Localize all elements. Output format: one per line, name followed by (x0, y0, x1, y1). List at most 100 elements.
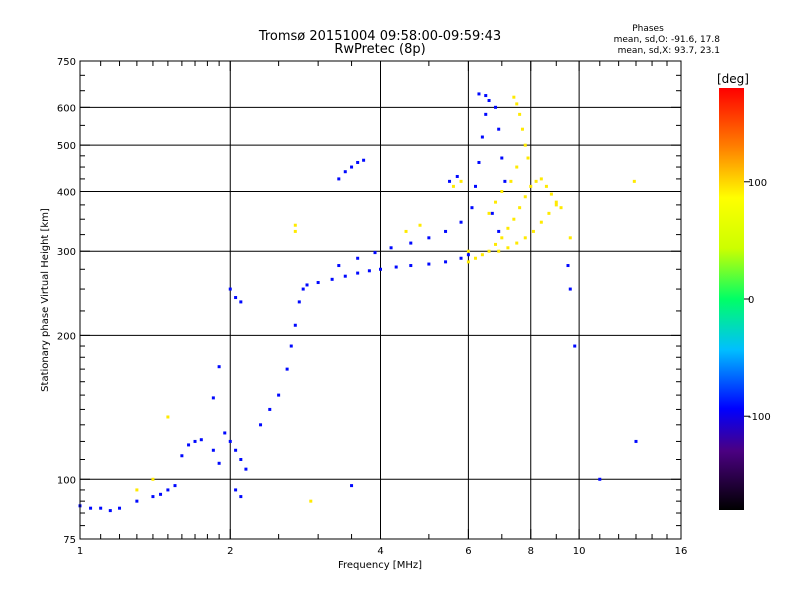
data-point-o (297, 300, 301, 304)
data-point-o (239, 457, 243, 461)
data-point-x (534, 179, 538, 183)
colorbar-ticks: 100 0 -100 (744, 178, 771, 423)
data-point-x (526, 156, 530, 160)
data-point-o (89, 506, 93, 510)
data-point-x (451, 184, 455, 188)
data-point-o (234, 296, 238, 300)
y-tick-label: 750 (57, 57, 76, 68)
data-point-o (151, 495, 155, 499)
data-point-o (566, 264, 570, 268)
data-point-x (518, 206, 522, 210)
data-point-o (455, 174, 459, 178)
colorbar (719, 88, 744, 510)
data-point-o (477, 160, 481, 164)
data-point-o (217, 365, 221, 369)
data-point-x (515, 165, 519, 169)
data-point-o (473, 184, 477, 188)
data-point-o (379, 267, 382, 271)
data-point-o (343, 170, 347, 174)
data-point-x (418, 223, 422, 227)
data-point-o (244, 467, 248, 471)
data-point-o (118, 506, 122, 510)
data-point-o (497, 229, 501, 233)
chart-subtitle: RwPretec (8p) (334, 42, 425, 57)
data-point-o (228, 287, 232, 291)
data-point-o (350, 165, 354, 169)
x-tick-label: 1 (77, 546, 83, 557)
data-point-o (239, 495, 243, 499)
data-point-x (494, 242, 498, 246)
data-point-x (480, 253, 484, 257)
y-axis-label: Stationary phase Virtual Height [km] (40, 208, 51, 392)
data-point-o (234, 488, 238, 492)
data-point-o (239, 300, 243, 304)
data-point-x (309, 499, 313, 503)
data-point-o (211, 448, 215, 452)
stats-o-line: mean, sd,O: -91.6, 17.8 (614, 35, 721, 45)
data-point-o (503, 179, 507, 183)
data-point-o (427, 262, 431, 266)
data-point-o (500, 156, 504, 160)
data-point-x (568, 236, 572, 240)
data-point-x (544, 184, 548, 188)
data-point-o (477, 92, 481, 96)
data-point-o (217, 461, 221, 465)
data-point-o (444, 229, 448, 233)
data-point-o (362, 158, 366, 162)
data-point-x (509, 179, 513, 183)
data-point-o (285, 367, 289, 371)
data-point-o (389, 246, 393, 250)
data-point-o (409, 264, 413, 268)
data-point-o (289, 344, 293, 348)
data-point-o (484, 94, 488, 98)
data-point-o (459, 256, 463, 260)
data-point-o (234, 448, 238, 452)
data-point-o (337, 264, 341, 268)
data-point-x (466, 260, 470, 264)
data-points (78, 92, 638, 513)
data-point-x (512, 217, 516, 221)
data-point-o (598, 477, 602, 481)
data-point-o (487, 99, 491, 103)
data-point-o (427, 236, 431, 240)
data-point-o (350, 484, 354, 488)
data-point-o (268, 407, 272, 411)
data-point-x (500, 236, 504, 240)
data-point-o (356, 160, 360, 164)
data-point-o (199, 438, 203, 442)
stats-title: Phases (632, 24, 664, 34)
data-point-o (277, 393, 281, 397)
data-point-o (337, 177, 341, 181)
data-point-o (497, 127, 501, 131)
data-point-x (151, 477, 155, 481)
y-tick-label: 200 (57, 331, 76, 342)
data-point-x (523, 236, 527, 240)
y-tick-label: 300 (57, 247, 76, 258)
data-point-x (293, 229, 297, 233)
data-point-x (512, 95, 516, 99)
data-point-o (293, 323, 297, 327)
data-point-o (573, 344, 577, 348)
data-point-o (444, 260, 448, 264)
data-point-x (518, 112, 522, 116)
x-tick-label: 8 (528, 546, 534, 557)
data-point-o (373, 251, 377, 255)
colorbar-tick-label: 100 (748, 178, 767, 189)
stats-x-line: mean, sd,X: 93.7, 23.1 (618, 46, 720, 56)
data-point-o (228, 439, 232, 443)
data-point-x (506, 226, 510, 230)
data-point-o (330, 277, 334, 281)
data-point-x (166, 415, 170, 419)
data-point-x (549, 192, 553, 196)
data-point-o (99, 506, 103, 510)
grid (80, 61, 681, 539)
x-tick-label: 2 (227, 546, 233, 557)
data-point-x (404, 229, 408, 233)
data-point-o (159, 492, 163, 496)
data-point-x (529, 184, 533, 188)
data-point-x (135, 488, 139, 492)
x-tick-label: 16 (675, 546, 688, 557)
data-point-x (632, 179, 636, 183)
colorbar-tick-label: -100 (748, 412, 771, 423)
data-point-x (559, 206, 563, 210)
